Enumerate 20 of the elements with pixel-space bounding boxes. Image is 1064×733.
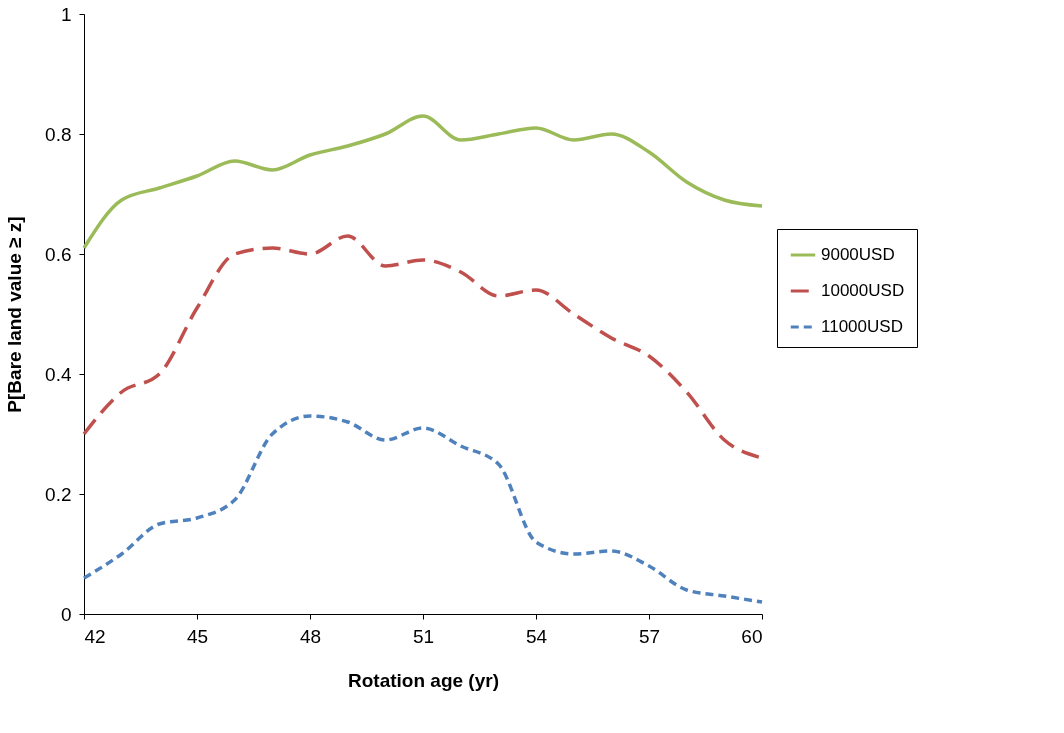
y-tick-label: 0.2: [45, 483, 72, 505]
x-tick-label: 57: [638, 625, 661, 647]
y-tick-label: 0.4: [45, 363, 72, 385]
y-tick-label: 0.8: [45, 123, 72, 145]
x-tick-label: 48: [299, 625, 322, 647]
legend-label: 11000USD: [821, 317, 903, 336]
y-tick-label: 0: [60, 603, 72, 625]
line-series: [82, 414, 764, 604]
x-tick-label: 45: [186, 625, 209, 647]
legend-label: 10000USD: [821, 281, 905, 300]
y-tick-label: 1: [60, 3, 72, 25]
y-tick-label: 0.6: [45, 243, 72, 265]
legend-label: 9000USD: [821, 245, 895, 264]
line-series: [82, 114, 764, 250]
x-tick-label: 54: [525, 625, 548, 647]
x-axis-title: Rotation age (yr): [348, 669, 499, 691]
y-axis-title: P[Bare land value ≥ z]: [4, 216, 26, 413]
x-tick-label: 42: [84, 625, 106, 647]
x-tick-label: 60: [741, 625, 763, 647]
x-tick-label: 51: [412, 625, 435, 647]
